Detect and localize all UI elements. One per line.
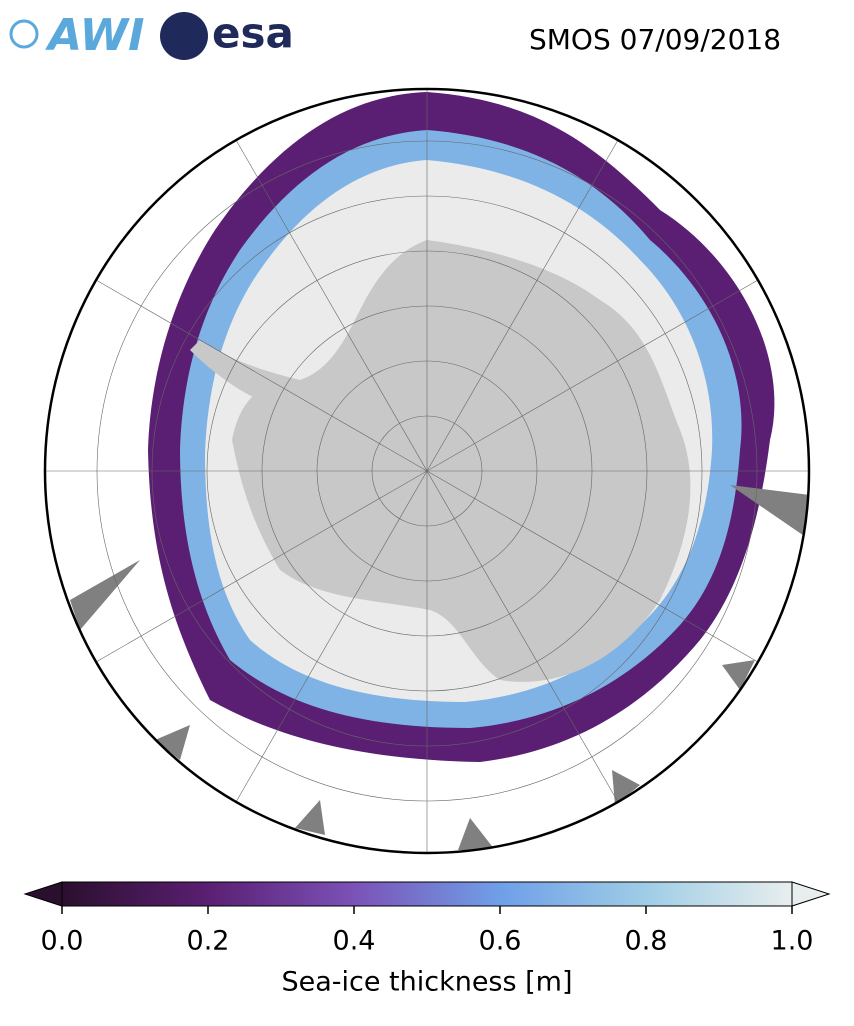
antarctica	[232, 240, 691, 682]
awi-icon	[9, 19, 39, 49]
colorbar-tick-label: 0.2	[187, 926, 230, 957]
peninsula	[190, 340, 300, 405]
esa-logo: esa	[212, 9, 294, 58]
colorbar-tick-label: 0.8	[625, 926, 668, 957]
esa-icon	[160, 12, 208, 60]
colorbar-frame	[61, 881, 793, 907]
colorbar-tick-label: 0.0	[41, 926, 84, 957]
logos: AWI esa	[9, 9, 294, 61]
colorbar-body	[62, 882, 792, 906]
colorbar	[23, 881, 831, 914]
map	[45, 89, 809, 853]
colorbar-extend-high	[791, 881, 831, 907]
map-frame	[43, 87, 811, 855]
awi-logo: AWI	[45, 10, 145, 61]
colorbar-tick-label: 1.0	[771, 926, 814, 957]
graticule	[45, 89, 809, 853]
colorbar-label: Sea-ice thickness [m]	[281, 967, 572, 998]
colorbar-extend-low	[23, 881, 63, 907]
colorbar-tick-label: 0.4	[333, 926, 376, 957]
title: SMOS 07/09/2018	[529, 23, 781, 56]
colorbar-tick-label: 0.6	[479, 926, 522, 957]
